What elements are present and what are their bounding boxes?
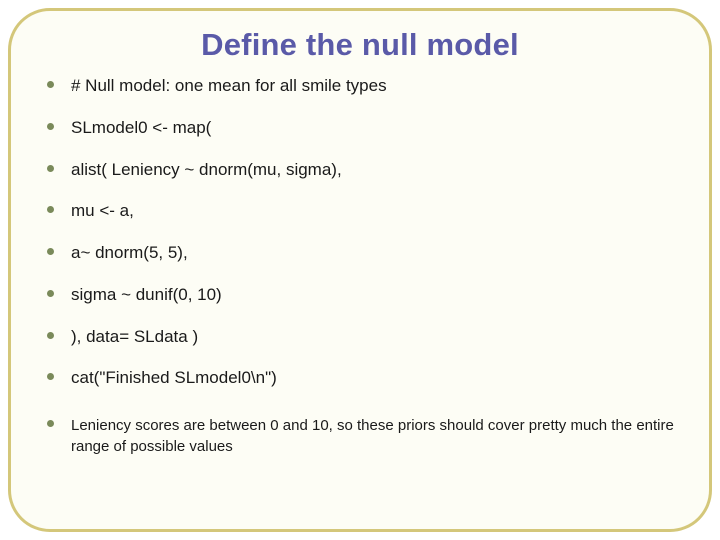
bullet-item: # Null model: one mean for all smile typ… [45, 75, 675, 96]
bullet-item: mu <- a, [45, 200, 675, 221]
bullet-list: # Null model: one mean for all smile typ… [45, 75, 675, 458]
bullet-item: cat("Finished SLmodel0\n") [45, 367, 675, 388]
bullet-item: Leniency scores are between 0 and 10, so… [45, 415, 675, 459]
bullet-item: alist( Leniency ~ dnorm(mu, sigma), [45, 159, 675, 180]
bullet-item: SLmodel0 <- map( [45, 117, 675, 138]
bullet-item: sigma ~ dunif(0, 10) [45, 284, 675, 305]
bullet-item: a~ dnorm(5, 5), [45, 242, 675, 263]
slide-frame: Define the null model # Null model: one … [8, 8, 712, 532]
bullet-item: ), data= SLdata ) [45, 326, 675, 347]
slide-title: Define the null model [45, 27, 675, 63]
